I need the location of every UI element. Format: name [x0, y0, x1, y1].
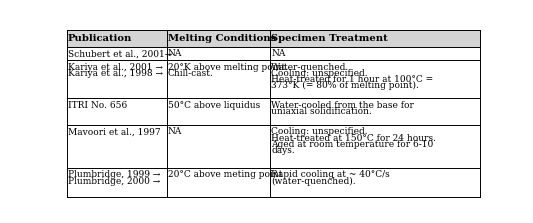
Text: Schubert et al., 2001→: Schubert et al., 2001→ [68, 50, 172, 58]
Text: 20°K above melting point.: 20°K above melting point. [168, 63, 288, 72]
Text: NA: NA [168, 127, 182, 136]
Text: Chill-cast.: Chill-cast. [168, 69, 214, 78]
Text: Water-cooled from the base for: Water-cooled from the base for [271, 101, 414, 110]
Text: Heat-treated at 150°C for 24 hours.: Heat-treated at 150°C for 24 hours. [271, 134, 436, 142]
Text: Aged at room temperature for 6-10: Aged at room temperature for 6-10 [271, 140, 433, 149]
Text: Rapid cooling at ~ 40°C/s: Rapid cooling at ~ 40°C/s [271, 170, 390, 179]
Text: Plumbridge, 2000 →: Plumbridge, 2000 → [68, 177, 160, 186]
Text: days.: days. [271, 146, 295, 155]
Text: ITRI No. 656: ITRI No. 656 [68, 101, 127, 110]
Text: Mavoori et al., 1997: Mavoori et al., 1997 [68, 127, 160, 136]
Text: NA: NA [271, 50, 286, 58]
Text: 373°K (= 80% of melting point).: 373°K (= 80% of melting point). [271, 81, 419, 91]
Text: Cooling: unspecified.: Cooling: unspecified. [271, 69, 368, 78]
Text: NA: NA [168, 50, 182, 58]
Text: Melting Conditions: Melting Conditions [168, 34, 276, 43]
Text: Cooling: unspecified.: Cooling: unspecified. [271, 127, 368, 136]
Text: Heat-treated for 1 hour at 100°C =: Heat-treated for 1 hour at 100°C = [271, 75, 433, 84]
Text: Publication: Publication [68, 34, 132, 43]
Text: uniaxial solidification.: uniaxial solidification. [271, 107, 372, 116]
Text: 50°C above liquidus: 50°C above liquidus [168, 101, 260, 110]
Text: Specimen Treatment: Specimen Treatment [271, 34, 388, 43]
Bar [67, 30, 480, 47]
Text: (water-quenched).: (water-quenched). [271, 177, 356, 186]
Text: Water-quenched.: Water-quenched. [271, 63, 349, 72]
Text: Kariya et al., 2001 →: Kariya et al., 2001 → [68, 63, 163, 72]
Text: Plumbridge, 1999 →: Plumbridge, 1999 → [68, 170, 160, 179]
Text: Kariya et al., 1998 →: Kariya et al., 1998 → [68, 69, 163, 78]
Text: 20°C above meting point: 20°C above meting point [168, 170, 282, 179]
